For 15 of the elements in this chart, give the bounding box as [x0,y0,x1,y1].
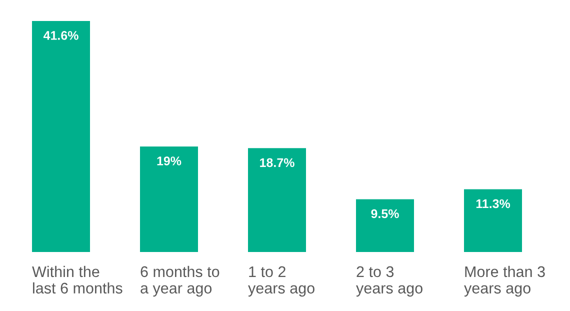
data-label: 11.3% [476,199,510,208]
data-label: 9.5% [371,209,399,218]
x-tick-label: Within the last 6 months [32,266,122,294]
data-label: 19% [157,156,182,166]
bar [32,21,90,252]
data-label: 18.7% [260,158,294,168]
bar [464,189,522,252]
x-tick-label: 2 to 3 years ago [356,266,422,297]
x-tick-label: More than 3 years ago [464,266,545,297]
bar [140,146,198,252]
data-label: 41.6% [43,31,78,40]
x-tick-label: 1 to 2 years ago [248,266,314,297]
x-tick-label: 6 months to a year ago [140,266,220,297]
bar [248,148,306,252]
bar [356,199,414,252]
